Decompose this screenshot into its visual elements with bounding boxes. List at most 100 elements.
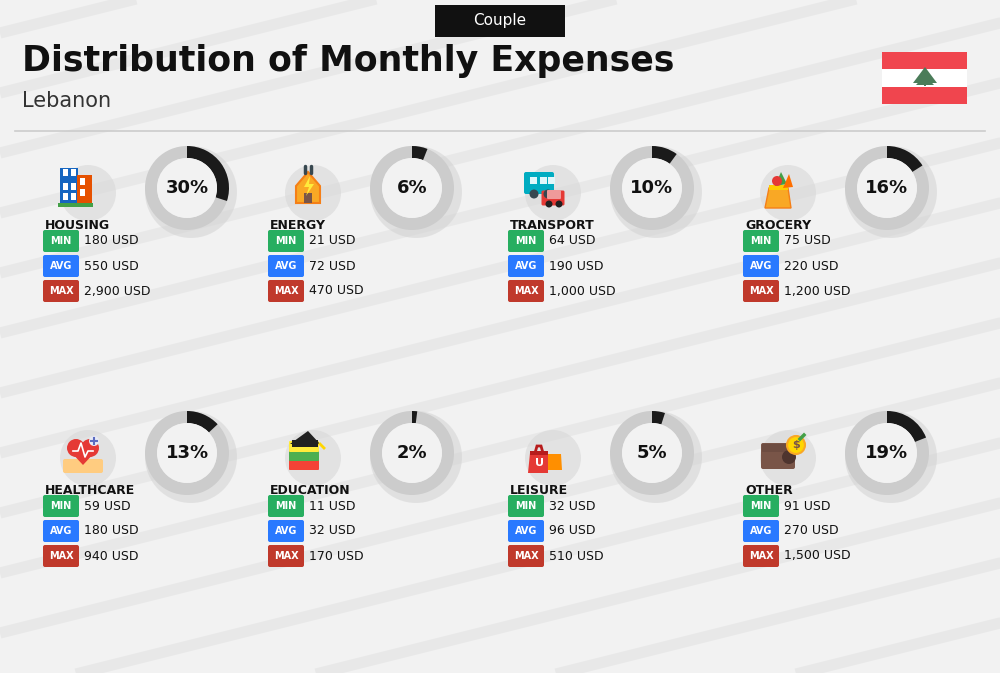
Text: 180 USD: 180 USD: [84, 234, 139, 248]
Circle shape: [67, 439, 85, 457]
Text: MAX: MAX: [514, 551, 538, 561]
Wedge shape: [610, 411, 694, 495]
FancyBboxPatch shape: [743, 230, 779, 252]
FancyBboxPatch shape: [508, 545, 544, 567]
Circle shape: [610, 411, 702, 503]
Circle shape: [285, 430, 341, 486]
Text: MIN: MIN: [275, 501, 297, 511]
Circle shape: [546, 201, 552, 207]
Circle shape: [370, 146, 462, 238]
Circle shape: [382, 158, 442, 218]
Circle shape: [787, 436, 805, 454]
FancyBboxPatch shape: [63, 459, 103, 473]
FancyBboxPatch shape: [304, 193, 312, 203]
FancyBboxPatch shape: [268, 230, 304, 252]
Wedge shape: [145, 411, 229, 495]
Text: Couple: Couple: [473, 13, 527, 28]
Polygon shape: [528, 453, 548, 473]
FancyBboxPatch shape: [508, 230, 544, 252]
Text: AVG: AVG: [515, 526, 537, 536]
FancyBboxPatch shape: [63, 183, 68, 190]
FancyBboxPatch shape: [43, 520, 79, 542]
FancyBboxPatch shape: [43, 280, 79, 302]
Text: 72 USD: 72 USD: [309, 260, 356, 273]
Polygon shape: [913, 67, 937, 83]
FancyBboxPatch shape: [743, 545, 779, 567]
Text: AVG: AVG: [750, 526, 772, 536]
Text: 96 USD: 96 USD: [549, 524, 596, 538]
Circle shape: [525, 430, 581, 486]
Wedge shape: [187, 411, 218, 433]
Text: 19%: 19%: [865, 444, 909, 462]
Text: TRANSPORT: TRANSPORT: [510, 219, 595, 232]
Text: AVG: AVG: [275, 526, 297, 536]
Polygon shape: [783, 174, 793, 188]
Text: AVG: AVG: [50, 526, 72, 536]
FancyBboxPatch shape: [43, 230, 79, 252]
Text: MIN: MIN: [515, 501, 537, 511]
Text: 13%: 13%: [165, 444, 209, 462]
Text: MAX: MAX: [49, 286, 73, 296]
FancyBboxPatch shape: [292, 440, 318, 447]
Text: 180 USD: 180 USD: [84, 524, 139, 538]
Text: ENERGY: ENERGY: [270, 219, 326, 232]
Wedge shape: [887, 146, 922, 172]
Text: MIN: MIN: [515, 236, 537, 246]
Text: OTHER: OTHER: [745, 484, 793, 497]
Text: MAX: MAX: [514, 286, 538, 296]
Text: AVG: AVG: [750, 261, 772, 271]
Text: 59 USD: 59 USD: [84, 499, 131, 513]
Circle shape: [760, 165, 816, 221]
Circle shape: [157, 158, 217, 218]
FancyBboxPatch shape: [508, 495, 544, 517]
FancyBboxPatch shape: [435, 5, 565, 37]
Circle shape: [157, 423, 217, 483]
Text: MAX: MAX: [749, 551, 773, 561]
Wedge shape: [652, 146, 677, 164]
Text: 30%: 30%: [165, 179, 209, 197]
Circle shape: [89, 436, 99, 446]
FancyBboxPatch shape: [268, 495, 304, 517]
FancyBboxPatch shape: [71, 183, 76, 190]
Circle shape: [370, 411, 462, 503]
Text: 5%: 5%: [637, 444, 667, 462]
Polygon shape: [290, 431, 320, 444]
Polygon shape: [304, 176, 314, 196]
Wedge shape: [412, 146, 427, 160]
Text: 1,000 USD: 1,000 USD: [549, 285, 616, 297]
Text: MIN: MIN: [750, 236, 772, 246]
FancyBboxPatch shape: [289, 450, 319, 461]
Circle shape: [60, 430, 116, 486]
Circle shape: [382, 423, 442, 483]
Circle shape: [782, 450, 796, 464]
FancyBboxPatch shape: [530, 177, 537, 184]
Text: HEALTHCARE: HEALTHCARE: [45, 484, 135, 497]
Text: 16%: 16%: [865, 179, 909, 197]
Circle shape: [145, 411, 237, 503]
Text: 2,900 USD: 2,900 USD: [84, 285, 150, 297]
Text: 32 USD: 32 USD: [309, 524, 356, 538]
Text: MIN: MIN: [275, 236, 297, 246]
FancyBboxPatch shape: [524, 172, 554, 194]
Circle shape: [857, 423, 917, 483]
FancyBboxPatch shape: [63, 193, 68, 200]
Text: Distribution of Monthly Expenses: Distribution of Monthly Expenses: [22, 44, 674, 78]
Text: 170 USD: 170 USD: [309, 549, 364, 563]
Circle shape: [622, 158, 682, 218]
Text: 21 USD: 21 USD: [309, 234, 356, 248]
FancyBboxPatch shape: [268, 255, 304, 277]
Circle shape: [845, 146, 937, 238]
Text: U: U: [534, 458, 544, 468]
FancyBboxPatch shape: [43, 495, 79, 517]
FancyBboxPatch shape: [542, 190, 565, 205]
FancyBboxPatch shape: [268, 280, 304, 302]
FancyBboxPatch shape: [743, 520, 779, 542]
FancyBboxPatch shape: [508, 280, 544, 302]
Polygon shape: [296, 172, 320, 203]
Circle shape: [544, 190, 552, 199]
Circle shape: [530, 190, 539, 199]
FancyBboxPatch shape: [71, 169, 76, 176]
Text: GROCERY: GROCERY: [745, 219, 811, 232]
Text: $: $: [792, 440, 800, 450]
FancyBboxPatch shape: [289, 441, 319, 452]
